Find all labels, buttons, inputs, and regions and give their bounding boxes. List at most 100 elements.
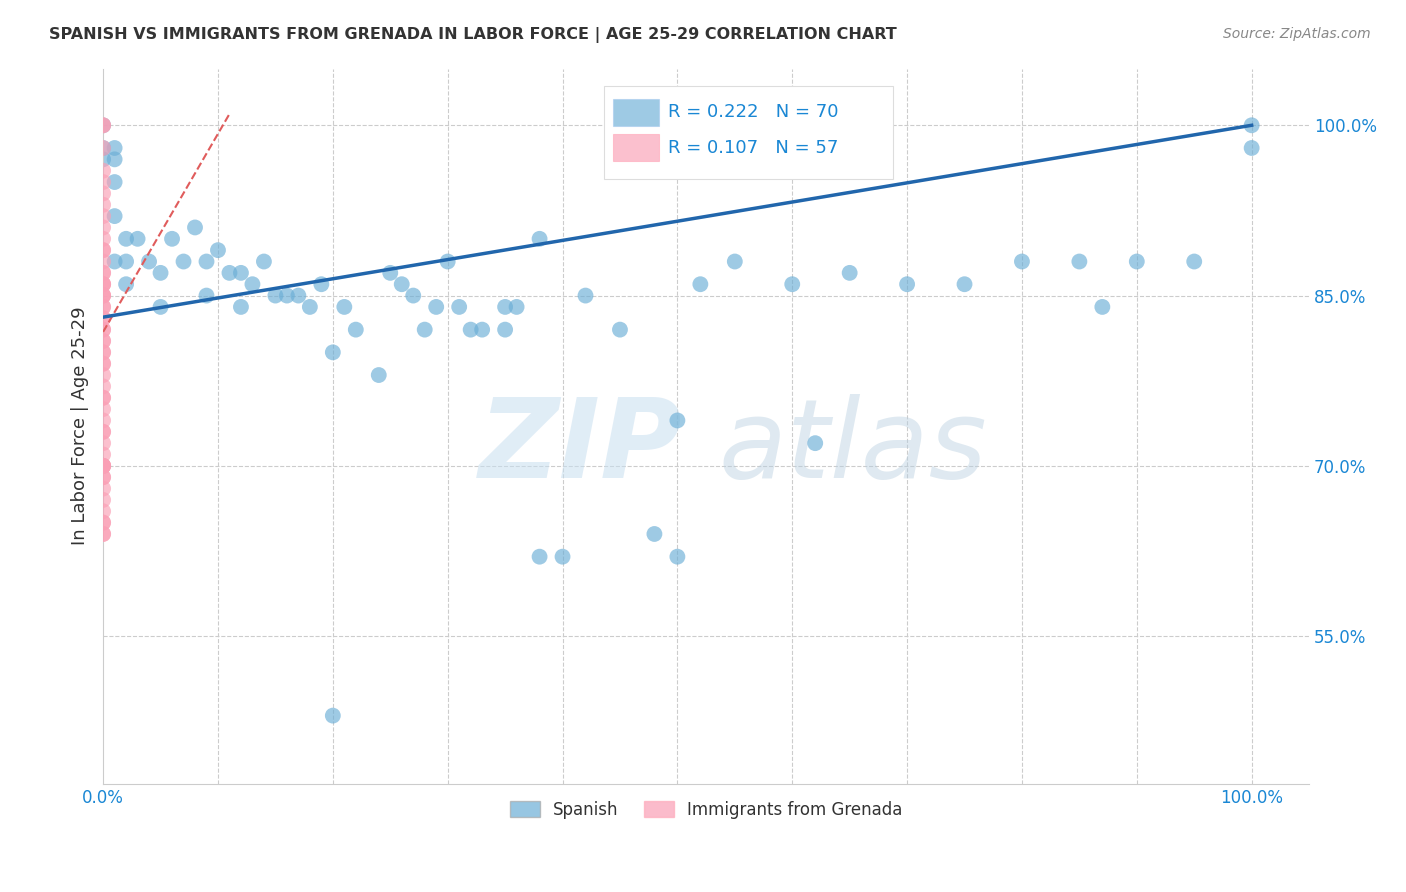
Spanish <box>689 277 711 292</box>
Spanish <box>449 300 471 314</box>
Spanish <box>218 266 240 280</box>
Spanish <box>780 277 803 292</box>
Immigrants from Grenada <box>91 345 114 359</box>
Immigrants from Grenada <box>91 141 114 155</box>
Spanish <box>311 277 333 292</box>
Immigrants from Grenada <box>91 311 114 326</box>
Spanish <box>494 300 516 314</box>
Spanish <box>276 288 298 302</box>
Spanish <box>104 254 127 268</box>
Immigrants from Grenada <box>91 402 114 417</box>
Immigrants from Grenada <box>91 470 114 484</box>
Immigrants from Grenada <box>91 288 114 302</box>
Spanish <box>115 232 138 246</box>
Spanish <box>529 232 551 246</box>
Immigrants from Grenada <box>91 300 114 314</box>
Immigrants from Grenada <box>91 209 114 223</box>
Immigrants from Grenada <box>91 334 114 348</box>
Spanish <box>253 254 276 268</box>
Text: R = 0.107   N = 57: R = 0.107 N = 57 <box>668 139 838 157</box>
Spanish <box>551 549 574 564</box>
Spanish <box>529 549 551 564</box>
Legend: Spanish, Immigrants from Grenada: Spanish, Immigrants from Grenada <box>503 794 910 825</box>
Spanish <box>207 243 229 257</box>
Spanish <box>91 141 114 155</box>
Spanish <box>91 118 114 132</box>
Immigrants from Grenada <box>91 413 114 427</box>
Spanish <box>1069 254 1091 268</box>
Immigrants from Grenada <box>91 118 114 132</box>
Spanish <box>896 277 918 292</box>
Immigrants from Grenada <box>91 516 114 530</box>
Immigrants from Grenada <box>91 323 114 337</box>
Immigrants from Grenada <box>91 458 114 473</box>
FancyBboxPatch shape <box>603 87 893 179</box>
Spanish <box>149 266 172 280</box>
Spanish <box>287 288 309 302</box>
Spanish <box>1011 254 1033 268</box>
Immigrants from Grenada <box>91 277 114 292</box>
Immigrants from Grenada <box>91 357 114 371</box>
Spanish <box>322 708 344 723</box>
Spanish <box>1126 254 1149 268</box>
Spanish <box>609 323 631 337</box>
Spanish <box>229 266 252 280</box>
Immigrants from Grenada <box>91 527 114 541</box>
Text: atlas: atlas <box>718 394 987 501</box>
Spanish <box>367 368 389 382</box>
Spanish <box>160 232 183 246</box>
Immigrants from Grenada <box>91 232 114 246</box>
Y-axis label: In Labor Force | Age 25-29: In Labor Force | Age 25-29 <box>72 307 89 545</box>
Spanish <box>380 266 402 280</box>
Spanish <box>574 288 596 302</box>
Spanish <box>115 254 138 268</box>
Spanish <box>104 141 127 155</box>
Immigrants from Grenada <box>91 470 114 484</box>
Immigrants from Grenada <box>91 368 114 382</box>
Spanish <box>195 254 218 268</box>
Text: ZIP: ZIP <box>478 394 682 501</box>
Spanish <box>643 527 665 541</box>
Spanish <box>953 277 976 292</box>
FancyBboxPatch shape <box>613 98 659 126</box>
Immigrants from Grenada <box>91 311 114 326</box>
Immigrants from Grenada <box>91 243 114 257</box>
Spanish <box>195 288 218 302</box>
Immigrants from Grenada <box>91 436 114 450</box>
Immigrants from Grenada <box>91 458 114 473</box>
Spanish <box>666 549 689 564</box>
Spanish <box>115 277 138 292</box>
Spanish <box>436 254 458 268</box>
Immigrants from Grenada <box>91 186 114 201</box>
Immigrants from Grenada <box>91 288 114 302</box>
Spanish <box>149 300 172 314</box>
Spanish <box>1182 254 1205 268</box>
Spanish <box>298 300 321 314</box>
Text: Source: ZipAtlas.com: Source: ZipAtlas.com <box>1223 27 1371 41</box>
Immigrants from Grenada <box>91 266 114 280</box>
Spanish <box>184 220 207 235</box>
FancyBboxPatch shape <box>613 135 659 161</box>
Spanish <box>413 323 436 337</box>
Spanish <box>138 254 160 268</box>
Immigrants from Grenada <box>91 277 114 292</box>
Immigrants from Grenada <box>91 118 114 132</box>
Spanish <box>104 175 127 189</box>
Spanish <box>402 288 425 302</box>
Immigrants from Grenada <box>91 492 114 507</box>
Immigrants from Grenada <box>91 357 114 371</box>
Spanish <box>127 232 149 246</box>
Immigrants from Grenada <box>91 277 114 292</box>
Immigrants from Grenada <box>91 300 114 314</box>
Immigrants from Grenada <box>91 243 114 257</box>
Immigrants from Grenada <box>91 391 114 405</box>
Text: SPANISH VS IMMIGRANTS FROM GRENADA IN LABOR FORCE | AGE 25-29 CORRELATION CHART: SPANISH VS IMMIGRANTS FROM GRENADA IN LA… <box>49 27 897 43</box>
Immigrants from Grenada <box>91 323 114 337</box>
Spanish <box>264 288 287 302</box>
Immigrants from Grenada <box>91 458 114 473</box>
Spanish <box>666 413 689 427</box>
Spanish <box>505 300 527 314</box>
Text: R = 0.222   N = 70: R = 0.222 N = 70 <box>668 103 838 121</box>
Spanish <box>494 323 516 337</box>
Spanish <box>1091 300 1114 314</box>
